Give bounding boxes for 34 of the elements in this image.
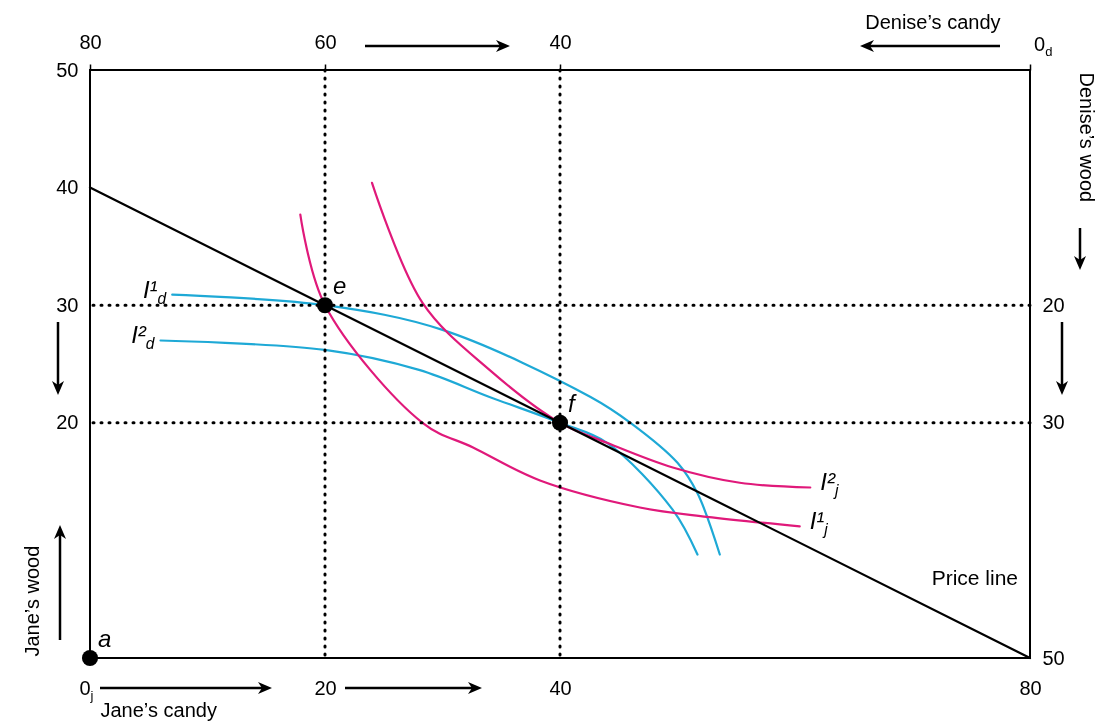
series-label: Price line	[931, 566, 1018, 589]
x2-tick-label: 80	[79, 30, 102, 53]
y-tick-label: 20	[56, 411, 79, 434]
line-series	[299, 213, 801, 528]
annotation: e	[333, 272, 347, 300]
x-tick-label: 80	[1019, 676, 1042, 699]
annotation: a	[98, 625, 112, 652]
x-tick-label: 20	[314, 676, 337, 699]
series-label: I¹$_{d}$	[142, 275, 167, 307]
x2-tick-label: 60	[314, 30, 337, 53]
x-tick-label: 40	[549, 676, 572, 699]
line-series	[171, 293, 721, 556]
point	[81, 649, 99, 667]
y2-tick-label: 20	[1042, 293, 1065, 316]
y-tick-label: 30	[56, 293, 79, 316]
x-tick-label: 0$_{j}$	[79, 677, 94, 703]
series-label: I²$_{j}$	[820, 468, 839, 500]
line-series	[159, 339, 699, 556]
series-label: I²$_{d}$	[131, 321, 155, 353]
y2-axis-title: Denise’s wood	[1075, 72, 1098, 203]
series-label: I¹$_{j}$	[809, 507, 828, 539]
x2-tick-label: 0$_{d}$	[1034, 33, 1053, 59]
y-axis-title: Jane’s wood	[20, 545, 43, 657]
y-tick-label: 50	[56, 58, 79, 81]
y-tick-label: 40	[56, 176, 79, 199]
point	[551, 414, 569, 431]
x-axis-title: Jane’s candy	[100, 698, 217, 721]
line-series	[370, 181, 812, 489]
y2-tick-label: 30	[1042, 411, 1065, 434]
annotation: f	[568, 389, 577, 417]
x2-axis-title: Denise’s candy	[865, 10, 1001, 33]
y2-tick-label: 50	[1042, 646, 1065, 669]
point	[316, 297, 334, 314]
x2-tick-label: 40	[549, 30, 572, 53]
